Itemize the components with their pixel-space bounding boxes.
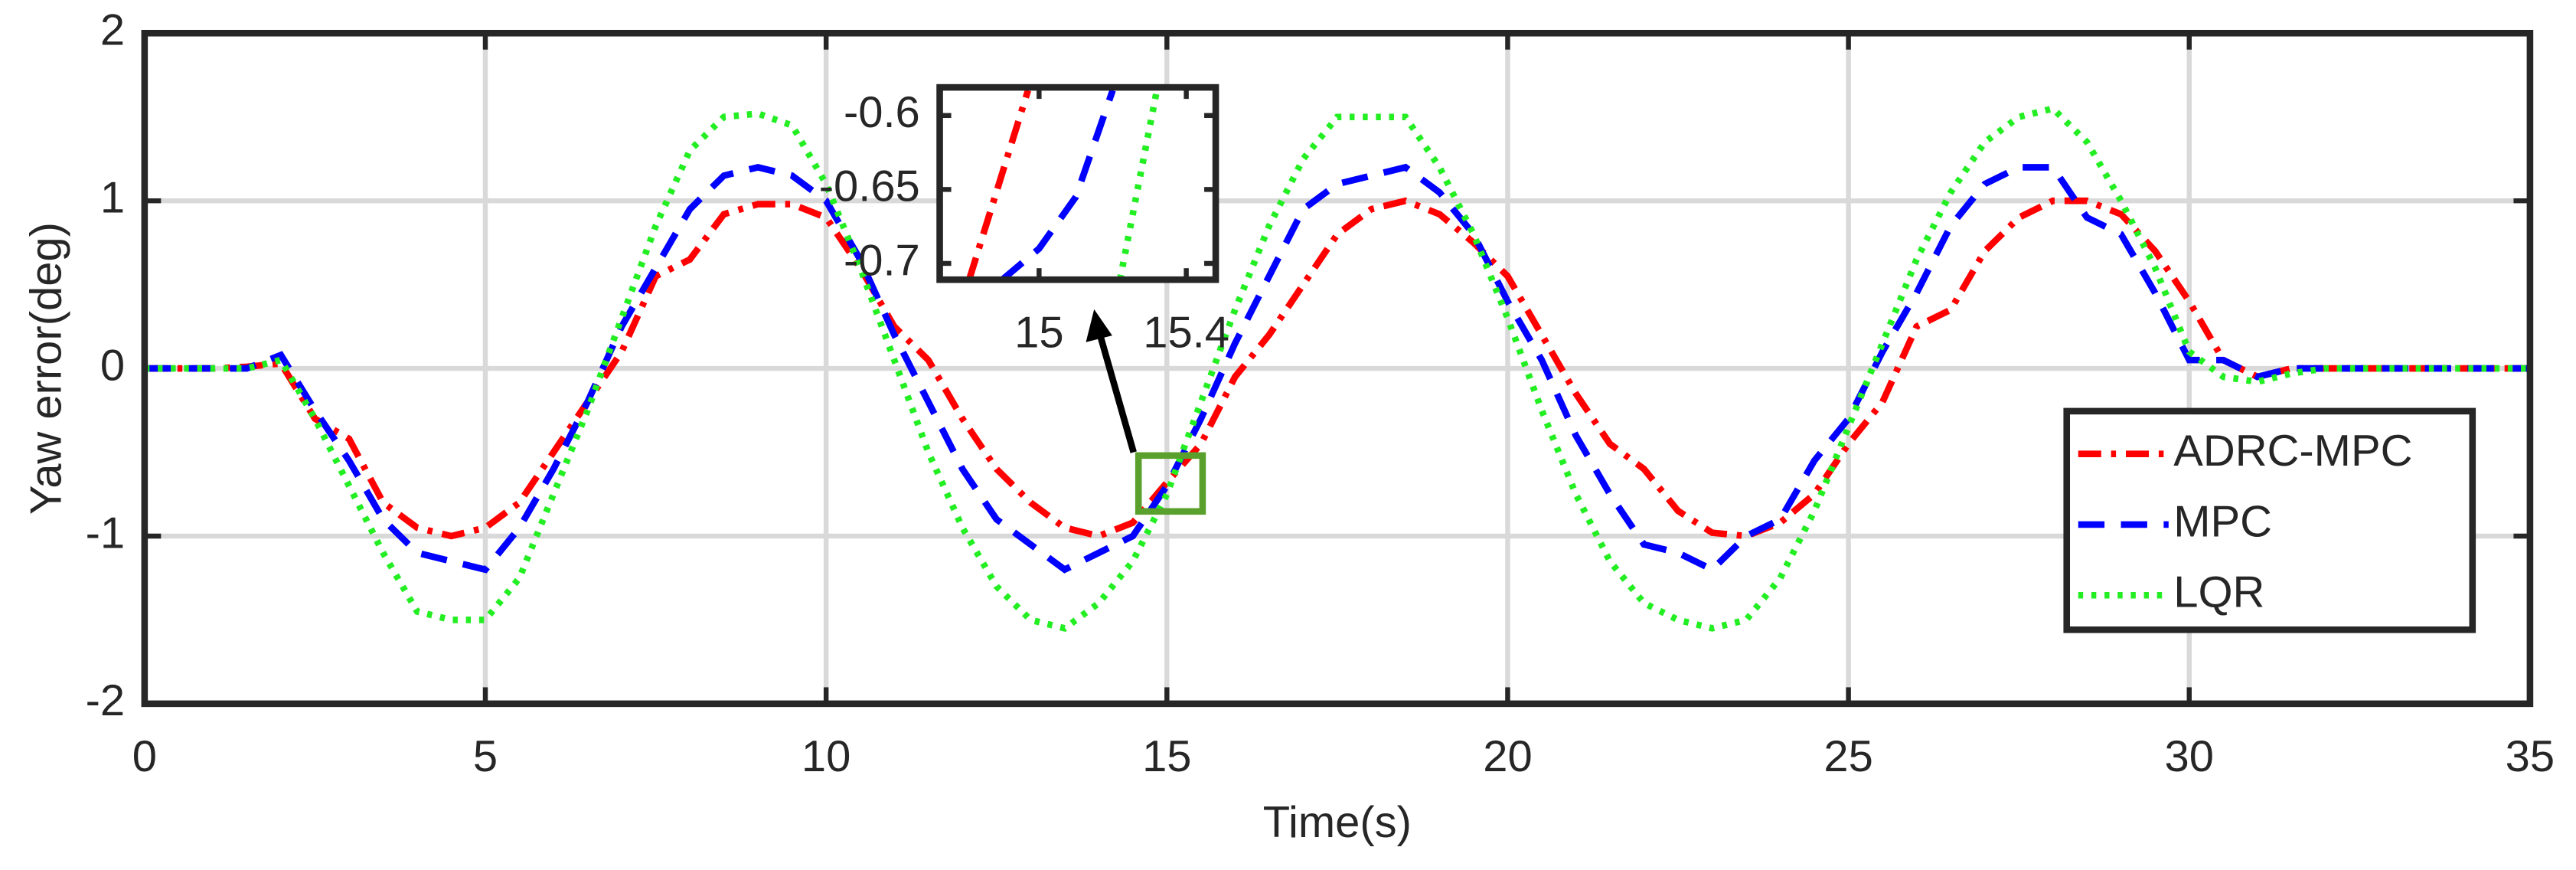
main-chart: 0 5 10 15 20 25 30 35 -2 -1 0 1 2 Time(s) Yaw error(de…	[22, 6, 2555, 847]
x-tick-label: 25	[1823, 732, 1872, 781]
x-tick-label: 15	[1142, 732, 1191, 781]
zoom-annotation	[1086, 309, 1206, 515]
arrow-head	[1086, 309, 1112, 342]
legend-label: LQR	[2173, 568, 2264, 617]
y-tick-label: 1	[100, 174, 125, 223]
y-tick-label: -1	[86, 509, 126, 558]
legend-label: MPC	[2173, 497, 2272, 546]
y-tick-label: -0.7	[844, 236, 920, 285]
axes-border	[936, 83, 1219, 283]
plots: 0 5 10 15 20 25 30 35 -2 -1 0 1 2 Time(s) Yaw error(de…	[22, 6, 2555, 847]
series-line	[1000, 89, 1116, 280]
x-tick-label: 30	[2165, 732, 2214, 781]
plot-area	[939, 87, 1216, 280]
x-tick-label: 10	[802, 732, 851, 781]
series-line	[1116, 90, 1161, 280]
series-line	[144, 105, 2530, 633]
x-tick-label: 5	[473, 732, 498, 781]
inset-chart: 15 15.4 -0.6 -0.65 -0.7	[819, 83, 1229, 357]
x-tick-label: 35	[2506, 732, 2555, 781]
series-lines	[144, 105, 2530, 633]
y-tick-label: 2	[100, 6, 125, 55]
axes-border	[141, 29, 2534, 708]
x-tick-label: 0	[132, 732, 157, 781]
y-tick-label: -0.6	[844, 88, 920, 137]
y-tick-label: 0	[100, 341, 125, 390]
x-tick-label: 20	[1483, 732, 1532, 781]
zoom-arrow	[1097, 336, 1137, 453]
legend: ADRC-MPC MPC LQR	[2063, 407, 2476, 633]
legend-label: ADRC-MPC	[2173, 427, 2412, 476]
y-axis-label: Yaw error(deg)	[22, 222, 71, 515]
y-tick-label: -0.65	[819, 162, 920, 211]
x-tick-label: 15.4	[1143, 308, 1229, 357]
x-axis-label: Time(s)	[1263, 798, 1412, 847]
series-lines	[965, 89, 1161, 280]
series-line	[144, 163, 2530, 574]
series-line	[965, 89, 1032, 280]
zoom-box	[1135, 452, 1206, 515]
x-tick-label: 15	[1014, 308, 1063, 357]
y-tick-label: -2	[86, 676, 126, 725]
